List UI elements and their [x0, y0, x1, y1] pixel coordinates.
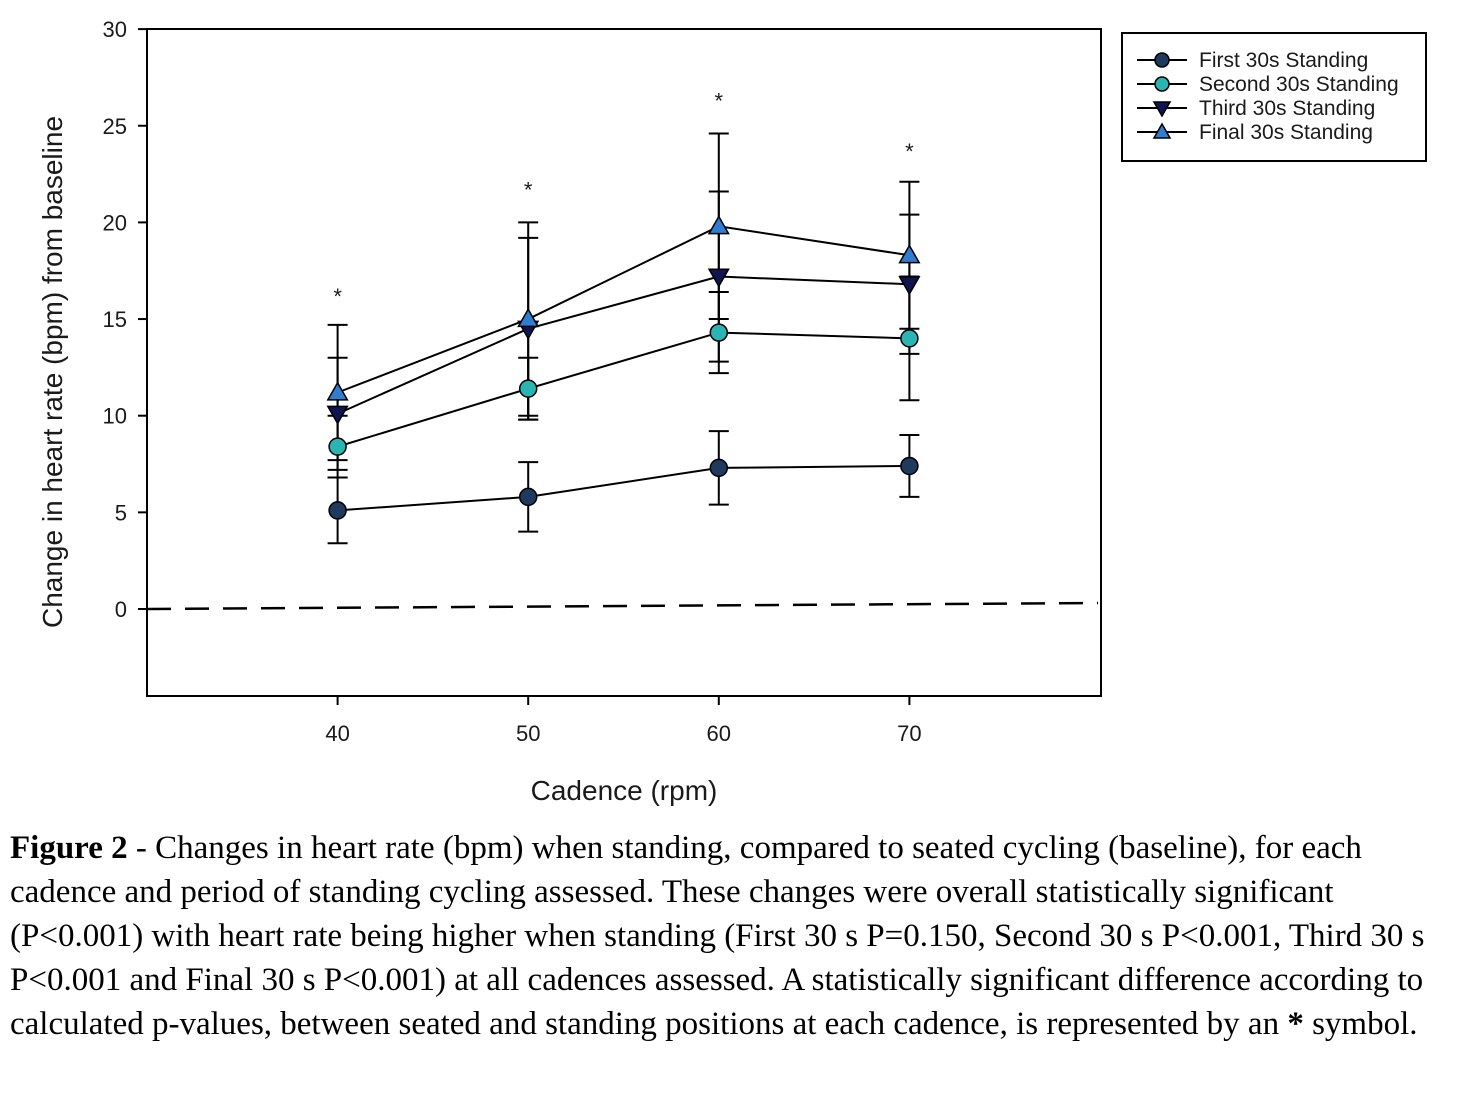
x-tick-label: 70: [897, 721, 921, 746]
series-points-1: [328, 456, 919, 520]
data-point: [709, 458, 729, 478]
legend-marker: [1152, 101, 1172, 118]
series-points-2: [328, 323, 919, 456]
series-line-1: [337, 464, 910, 512]
significance-markers: * * * *: [333, 89, 914, 309]
data-point: [898, 243, 921, 264]
legend-item: Third 30s Standing: [1137, 97, 1375, 120]
baseline-line: [146, 601, 1099, 611]
heart-rate-chart: 0 5 10 15 20 25 30 40 50 60 70 * * * * Change in hea…: [37, 17, 1427, 806]
significance-star: *: [333, 284, 342, 309]
data-point: [898, 276, 921, 296]
data-point: [707, 268, 730, 288]
legend-label: First 30s Standing: [1199, 49, 1368, 72]
y-axis-title: Change in heart rate (bpm) from baseline: [37, 116, 68, 628]
caption-end: symbol.: [1303, 1006, 1418, 1042]
series-line-4: [337, 225, 910, 394]
series-line-2: [337, 331, 910, 448]
y-tick-label: 5: [115, 500, 127, 525]
legend-label: Third 30s Standing: [1199, 97, 1375, 120]
y-axis: 0 5 10 15 20 25 30: [103, 17, 147, 622]
caption-text: - Changes in heart rate (bpm) when stand…: [10, 830, 1425, 1042]
legend-item: First 30s Standing: [1137, 49, 1368, 72]
data-point: [518, 487, 538, 507]
error-bars-2: [327, 275, 920, 479]
x-axis: 40 50 60 70: [325, 696, 922, 746]
figure-caption: Figure 2 - Changes in heart rate (bpm) w…: [10, 826, 1470, 1046]
data-point: [326, 405, 349, 426]
x-tick-label: 50: [516, 721, 540, 746]
legend-box: [1121, 32, 1427, 162]
data-point: [709, 323, 729, 342]
y-tick-label: 25: [103, 114, 127, 139]
data-point: [326, 381, 349, 401]
data-point: [900, 456, 919, 476]
error-bars-4: [327, 132, 920, 462]
x-axis-title: Cadence (rpm): [531, 775, 718, 806]
data-point: [328, 437, 347, 456]
legend-marker: [1154, 76, 1170, 92]
data-point: [328, 501, 347, 520]
series-line-3: [337, 275, 910, 415]
significance-star: *: [524, 178, 533, 203]
legend-marker: [1154, 52, 1170, 68]
legend-label: Final 30s Standing: [1199, 121, 1373, 144]
significance-star: *: [715, 89, 724, 114]
caption-label: Figure 2: [10, 830, 128, 866]
series-layer: [326, 132, 921, 545]
data-point: [518, 379, 538, 398]
data-point: [707, 214, 730, 235]
x-tick-label: 60: [707, 721, 731, 746]
y-tick-label: 20: [103, 210, 127, 235]
plot-frame: [146, 28, 1102, 697]
y-tick-label: 15: [103, 307, 127, 332]
series-points-4: [326, 214, 921, 401]
y-tick-label: 10: [103, 404, 127, 429]
legend-label: Second 30s Standing: [1199, 73, 1399, 96]
caption-symbol: *: [1287, 1006, 1304, 1042]
error-bars-3: [327, 190, 920, 471]
x-tick-label: 40: [325, 721, 349, 746]
data-point: [517, 307, 540, 328]
legend-item: Second 30s Standing: [1137, 73, 1399, 96]
legend-marker: [1152, 122, 1172, 139]
legend-item: Final 30s Standing: [1137, 121, 1373, 144]
y-tick-label: 30: [103, 17, 127, 42]
significance-star: *: [905, 139, 914, 164]
error-bars-1: [327, 430, 920, 545]
series-points-3: [326, 268, 921, 426]
y-tick-label: 0: [115, 597, 127, 622]
data-point: [900, 329, 919, 348]
